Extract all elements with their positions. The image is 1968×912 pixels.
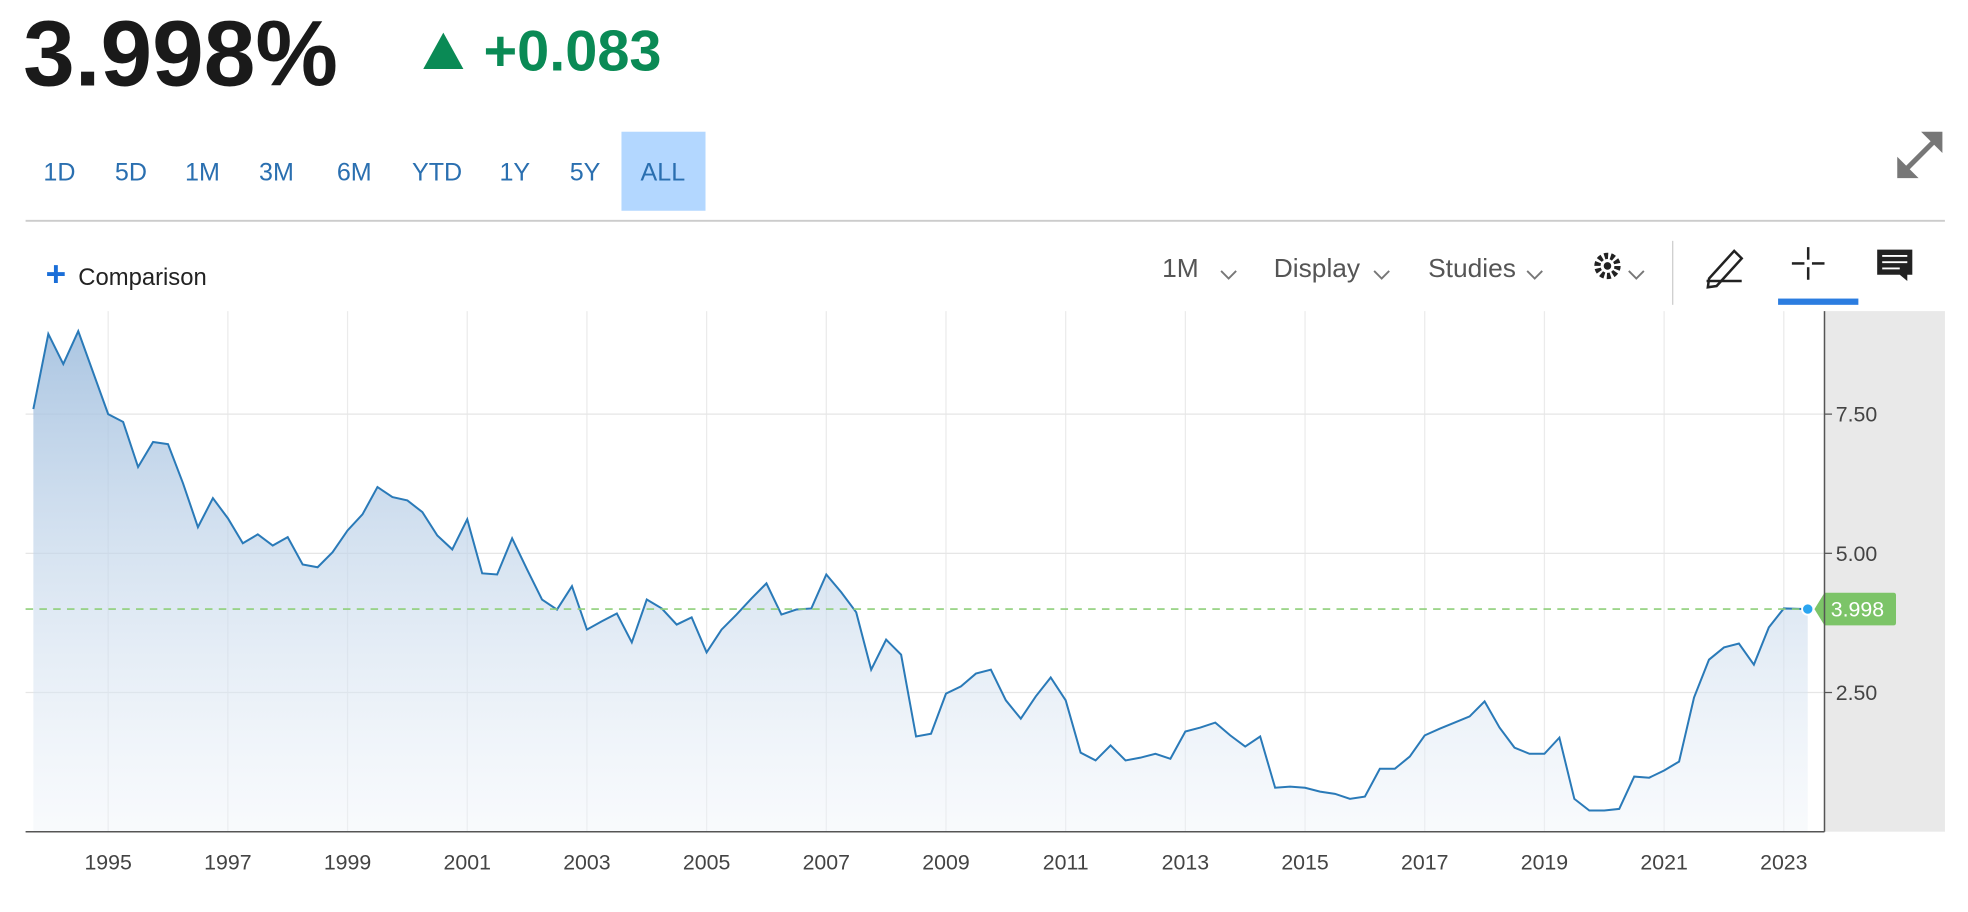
range-button[interactable]: 1D	[43, 159, 75, 187]
range-buttons: 1D 5D 1M 3M 6M YTD 1Y 5Y ALL	[43, 159, 685, 187]
x-tick-label: 2013	[1162, 850, 1209, 874]
draw-icon[interactable]	[1706, 249, 1744, 289]
x-tick-label: 2009	[922, 850, 969, 874]
range-button[interactable]: ALL	[641, 159, 686, 187]
x-tick-label: 2001	[444, 850, 491, 874]
x-tick-label: 2017	[1401, 850, 1448, 874]
y-tick-label: 2.50	[1836, 681, 1878, 705]
last-point	[1801, 602, 1815, 616]
y-axis-panel	[1824, 311, 1945, 832]
studies-select[interactable]: Studies	[1428, 253, 1516, 283]
range-button[interactable]: 6M	[337, 159, 372, 187]
x-tick-label: 2015	[1281, 850, 1328, 874]
range-button[interactable]: YTD	[412, 159, 462, 187]
chevron	[1373, 270, 1390, 280]
x-tick-label: 1997	[204, 850, 251, 874]
plot-area: 1995 1997 1999 2001 2003 2005 2007 2009 2011 2013…	[25, 311, 1896, 874]
price: 3.998%	[23, 1, 338, 105]
plus-icon[interactable]: +	[46, 255, 67, 294]
x-tick-label: 2011	[1043, 850, 1089, 874]
comparison-button[interactable]: Comparison	[78, 264, 206, 291]
up-arrow	[423, 32, 464, 69]
x-tick-label: 2005	[683, 850, 730, 874]
x-tick-label: 2021	[1640, 850, 1687, 874]
x-tick-label: 1995	[84, 850, 131, 874]
chevron	[1526, 270, 1543, 280]
expand-icon[interactable]	[1897, 131, 1943, 179]
x-tick-label: 1999	[324, 850, 371, 874]
selected-range-bg	[621, 131, 706, 211]
range-button[interactable]: 3M	[259, 159, 294, 187]
last-value-label: 3.998	[1831, 598, 1884, 622]
x-tick-label: 2007	[803, 850, 850, 874]
range-button[interactable]: 1M	[185, 159, 220, 187]
y-tick-label: 7.50	[1836, 403, 1878, 427]
interval-select[interactable]: 1M	[1162, 253, 1199, 283]
settings-icon[interactable]	[1594, 252, 1645, 280]
last-value-flag	[1814, 592, 1896, 626]
range-button[interactable]: 5Y	[570, 159, 601, 187]
comment-icon[interactable]	[1877, 249, 1913, 282]
price-change: +0.083	[483, 19, 661, 83]
area-fill	[33, 331, 1808, 832]
x-tick-label: 2019	[1521, 850, 1568, 874]
x-tick-label: 2003	[563, 850, 610, 874]
range-button[interactable]: 5D	[115, 159, 147, 187]
crosshair-icon[interactable]	[1791, 247, 1825, 280]
y-tick-label: 5.00	[1836, 542, 1878, 566]
active-tool-underline	[1778, 298, 1859, 305]
line	[32, 328, 1808, 812]
range-button[interactable]: 1Y	[499, 159, 530, 187]
x-tick-label: 2023	[1760, 850, 1807, 874]
display-select[interactable]: Display	[1274, 253, 1361, 283]
chevron	[1220, 270, 1237, 280]
